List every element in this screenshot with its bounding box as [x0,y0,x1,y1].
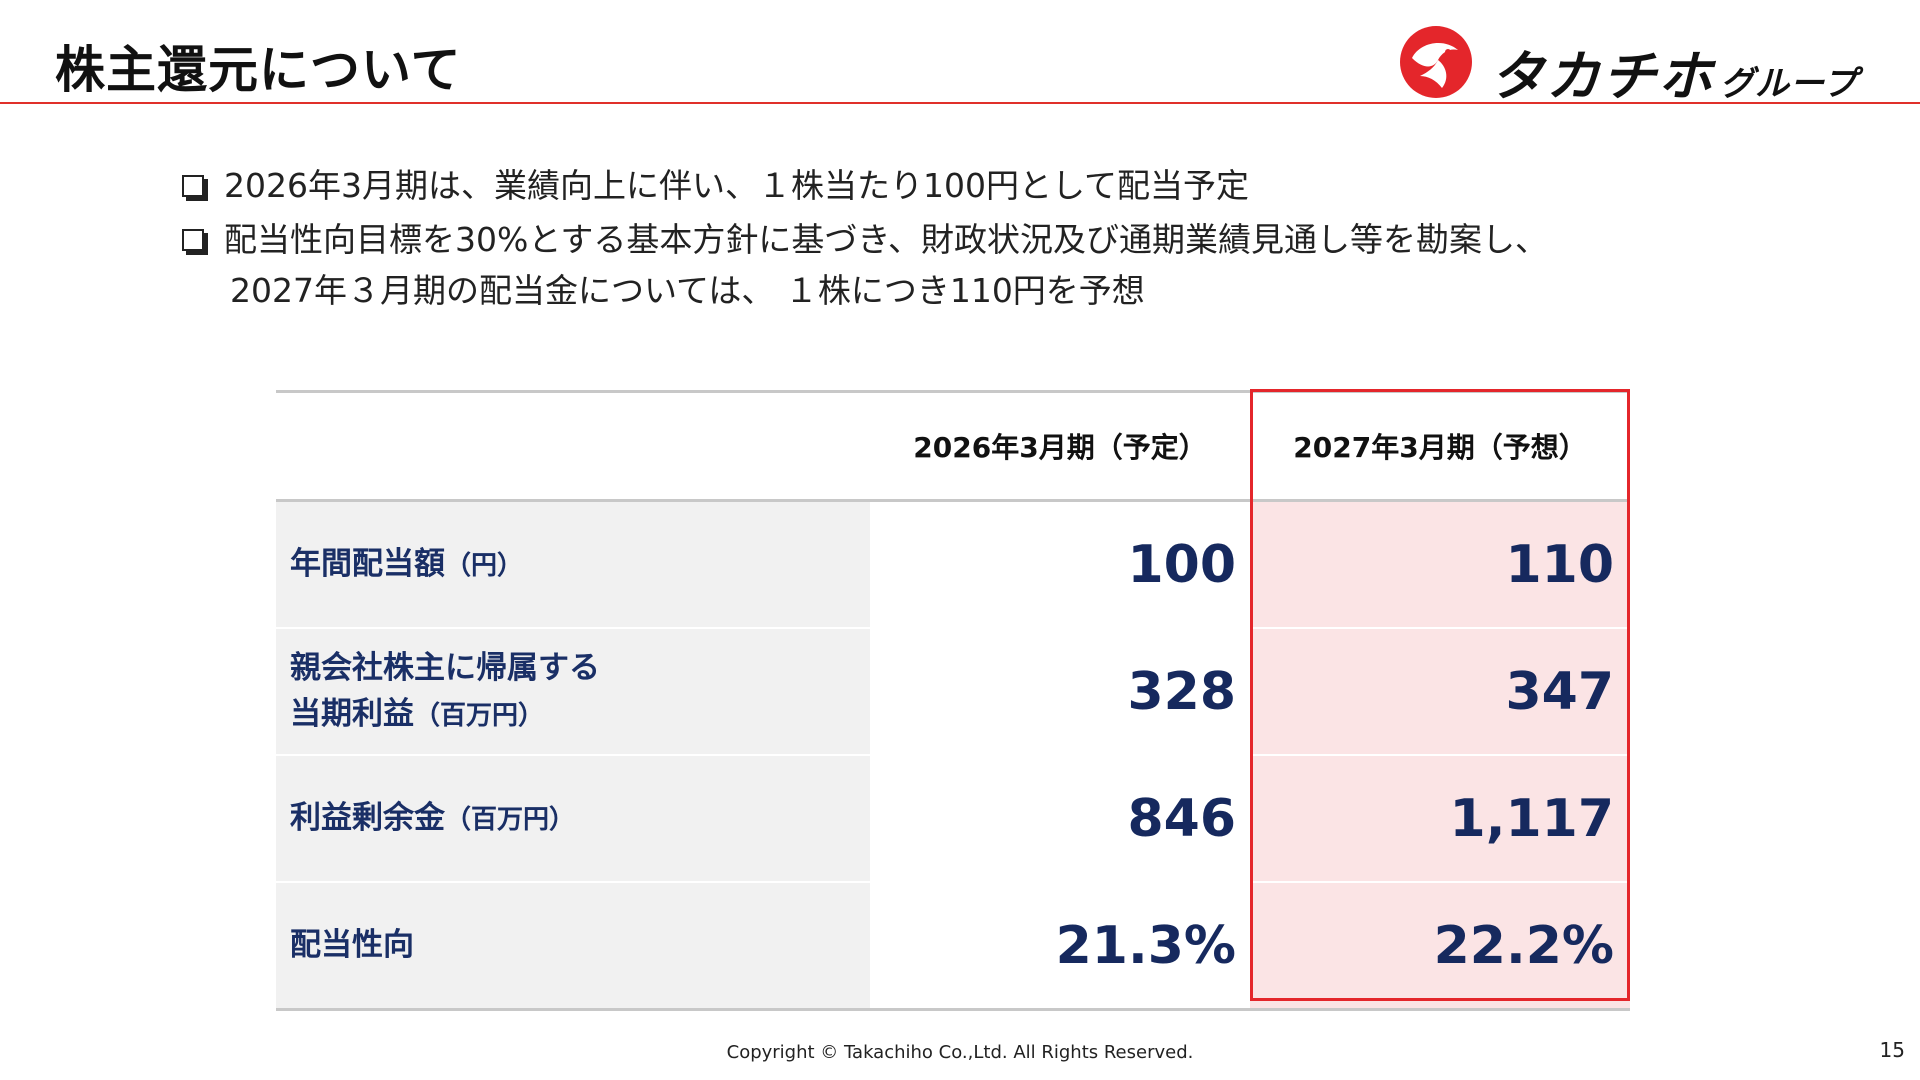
value-fy2027: 110 [1250,500,1630,629]
value-fy2026: 328 [870,628,1250,756]
dividend-table: 2026年3月期（予定） 2027年3月期（予想） 年間配当額（円） 100 1… [276,390,1630,1011]
value-fy2027: 22.2% [1250,882,1630,1011]
title-divider [0,102,1920,104]
table-row: 利益剰余金（百万円） 846 1,117 [276,755,1630,883]
logo-sub-wordmark: グループ [1720,64,1858,104]
page-title: 株主還元について [55,41,462,99]
column-header-fy2027: 2027年3月期（予想） [1250,390,1630,502]
checkbox-bullet-icon [182,229,208,255]
bullet-item: 2026年3月期は、業績向上に伴い、１株当たり100円として配当予定 [180,160,1680,211]
table-row: 配当性向 21.3% 22.2% [276,882,1630,1011]
table-row: 親会社株主に帰属する 当期利益（百万円） 328 347 [276,628,1630,756]
table-header-row: 2026年3月期（予定） 2027年3月期（予想） [276,390,1630,502]
row-label-net-income: 親会社株主に帰属する 当期利益（百万円） [276,628,870,756]
bullet-text: 2026年3月期は、業績向上に伴い、１株当たり100円として配当予定 [224,166,1249,205]
copyright-footer: Copyright © Takachiho Co.,Ltd. All Right… [726,1042,1194,1063]
table-row: 年間配当額（円） 100 110 [276,500,1630,629]
page-number: 15 [1879,1038,1905,1062]
bullet-text-continued: 2027年３月期の配当金については、 １株につき110円を予想 [230,271,1145,310]
column-header-fy2026: 2026年3月期（予定） [870,390,1250,502]
company-logo: タカチホ グループ [1398,22,1888,108]
logo-wordmark: タカチホ [1490,45,1714,108]
value-fy2026: 21.3% [870,882,1250,1011]
bullet-text: 配当性向目標を30%とする基本方針に基づき、財政状況及び通期業績見通し等を勘案し… [224,220,1549,259]
bullet-item: 配当性向目標を30%とする基本方針に基づき、財政状況及び通期業績見通し等を勘案し… [180,214,1680,316]
bird-logo-icon [1400,26,1472,98]
row-label-payout-ratio: 配当性向 [276,882,870,1011]
header-blank-cell [276,390,870,502]
value-fy2026: 100 [870,500,1250,629]
row-label-retained-earnings: 利益剰余金（百万円） [276,755,870,883]
bullet-list: 2026年3月期は、業績向上に伴い、１株当たり100円として配当予定 配当性向目… [180,160,1680,319]
value-fy2027: 1,117 [1250,755,1630,883]
checkbox-bullet-icon [182,175,208,201]
value-fy2027: 347 [1250,628,1630,756]
row-label-annual-dividend: 年間配当額（円） [276,500,870,629]
value-fy2026: 846 [870,755,1250,883]
